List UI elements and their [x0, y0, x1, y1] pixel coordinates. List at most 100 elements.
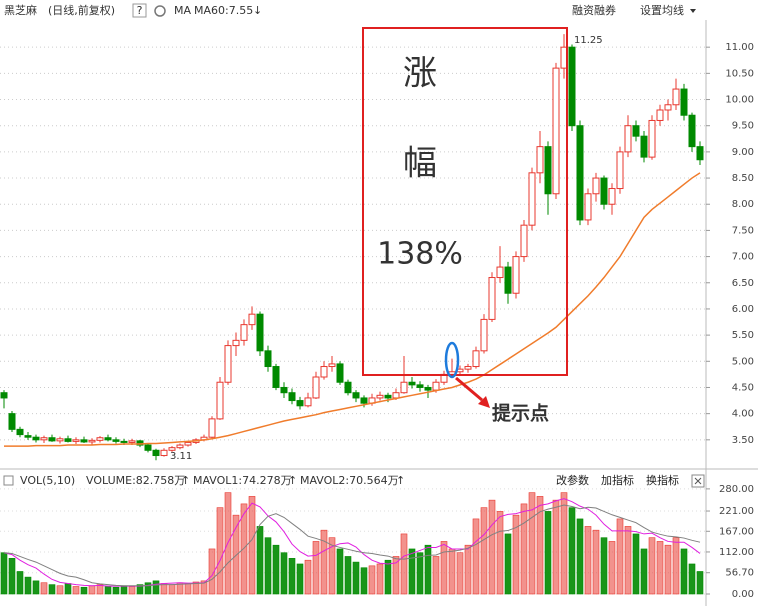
- volume-bar: [560, 492, 568, 595]
- volume-bar: [568, 507, 576, 595]
- candle-body: [152, 449, 160, 457]
- button[interactable]: 改参数: [556, 473, 589, 487]
- close-icon[interactable]: [694, 477, 702, 485]
- volume-bar: [288, 558, 296, 595]
- legend-entry: MAVOL2:70.564万: [300, 474, 399, 487]
- candle-body: [288, 392, 296, 402]
- volume-bar: [608, 541, 616, 595]
- candle-body: [680, 88, 688, 116]
- stock-name: 黑芝麻: [4, 3, 37, 17]
- settings-button[interactable]: 设置均线: [640, 3, 684, 17]
- candle-body: [416, 384, 424, 388]
- volume-bar: [112, 586, 120, 595]
- candle-body: [624, 125, 632, 153]
- volume-bar: [48, 584, 56, 595]
- candle-body: [424, 386, 432, 391]
- volume-bar: [8, 558, 16, 595]
- candle-body: [328, 363, 336, 368]
- volume-bar: [528, 492, 536, 595]
- volume-ma-line: [3, 504, 701, 587]
- volume-bar: [480, 507, 488, 595]
- collapse-box[interactable]: [3, 475, 14, 486]
- help-box[interactable]: [132, 3, 147, 18]
- mode: (日线,前复权): [48, 3, 115, 17]
- volume-bar: [456, 552, 464, 595]
- volume-bar: [536, 496, 544, 595]
- candle-body: [664, 104, 672, 111]
- volume-bar: [192, 581, 200, 595]
- volume-bar: [344, 556, 352, 595]
- candle-body: [184, 441, 192, 446]
- volume-bar: [304, 559, 312, 595]
- candle-body: [24, 435, 32, 438]
- price-panel: 3.50 4.00 4.50 5.00 5.50 6.00 6.50 7.00 7.50 8.00…: [0, 34, 754, 461]
- candle-body: [384, 394, 392, 399]
- candle-body: [304, 397, 312, 407]
- candle-body: [592, 177, 600, 195]
- volume-bar: [360, 567, 368, 595]
- volume-bar: [40, 582, 48, 595]
- candle-body: [144, 444, 152, 451]
- y-tick-label: 167.00: [719, 526, 754, 537]
- candle-body: [672, 88, 680, 106]
- volume-bar: [264, 537, 272, 595]
- volume-bar: [168, 584, 176, 595]
- arrow-head: [478, 396, 490, 408]
- annotation: 138%: [377, 237, 463, 272]
- candle-body: [344, 381, 352, 394]
- volume-bar: [128, 586, 136, 595]
- button[interactable]: 换指标: [646, 473, 679, 487]
- candle-body: [320, 366, 328, 378]
- volume-bar: [400, 533, 408, 595]
- volume-panel: 0.00 56.70 112.00 167.00 221.00 280.00: [0, 484, 754, 600]
- candle-body: [528, 172, 536, 226]
- volume-bar: [616, 518, 624, 595]
- candle-body: [40, 437, 48, 441]
- candle-body: [400, 381, 408, 394]
- candle-body: [432, 381, 440, 391]
- y-tick-label: 3.50: [732, 435, 754, 446]
- volume-bar: [624, 526, 632, 595]
- candle-body: [240, 324, 248, 341]
- dropdown-icon[interactable]: [690, 9, 696, 13]
- legend-entry: MAVOL1:74.278万: [193, 474, 292, 487]
- candle-body: [248, 313, 256, 326]
- ma-label: MA: [174, 4, 191, 17]
- header: 黑芝麻 (日线,前复权) ? MA MA60:7.55 ↓ 融资融券 设置均线: [4, 3, 696, 18]
- legend-trend: ↑: [396, 474, 405, 487]
- candle-body: [56, 438, 64, 442]
- y-tick-label: 56.70: [725, 568, 754, 579]
- y-tick-label: 8.50: [732, 173, 754, 184]
- button[interactable]: 加指标: [601, 473, 634, 487]
- y-tick-label: 280.00: [719, 484, 754, 495]
- volume-bar: [32, 580, 40, 595]
- volume-bar: [120, 585, 128, 595]
- legend-trend: ↑: [181, 474, 190, 487]
- volume-bar: [16, 571, 24, 595]
- volume-bar: [184, 583, 192, 595]
- volume-bar: [688, 563, 696, 595]
- candle-body: [136, 440, 144, 446]
- volume-bar: [472, 518, 480, 595]
- y-tick-label: 221.00: [719, 506, 754, 517]
- close-box[interactable]: [691, 474, 705, 488]
- volume-bar: [136, 584, 144, 595]
- candle-body: [480, 318, 488, 352]
- help[interactable]: ?: [137, 4, 143, 17]
- gear-icon[interactable]: [154, 5, 166, 17]
- margin-button[interactable]: 融资融券: [572, 3, 616, 17]
- volume-bar: [584, 526, 592, 595]
- candle-body: [160, 449, 168, 457]
- candle-body: [360, 397, 368, 404]
- volume-bar: [488, 499, 496, 595]
- candle-body: [280, 386, 288, 394]
- candle-body: [616, 151, 624, 190]
- candle-body: [568, 46, 576, 127]
- volume-bar: [64, 583, 72, 595]
- volume-bar: [424, 544, 432, 595]
- highlight-box: [362, 27, 568, 376]
- volume-bar: [232, 514, 240, 595]
- hint-ellipse: [444, 341, 460, 379]
